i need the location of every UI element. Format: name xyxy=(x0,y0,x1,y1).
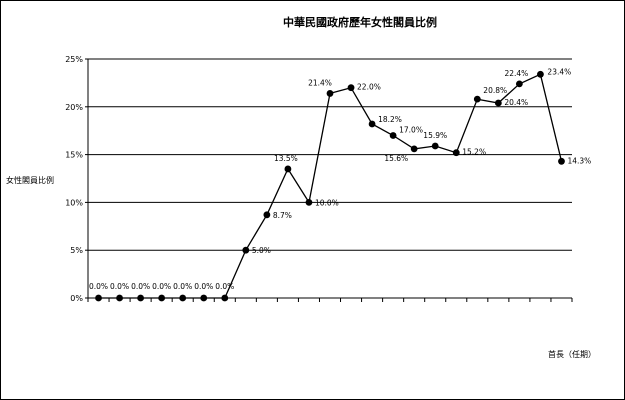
data-point xyxy=(242,246,250,254)
data-point xyxy=(368,120,376,128)
data-label: 0.0% xyxy=(215,282,234,291)
data-point xyxy=(515,80,523,88)
data-point xyxy=(558,157,565,165)
gridlines xyxy=(88,58,572,251)
data-point xyxy=(95,294,102,302)
y-tick-label: 25% xyxy=(65,55,83,64)
data-point xyxy=(179,294,187,302)
x-axis-label: 首長（任期） xyxy=(548,349,596,359)
chart-title: 中華民國政府歷年女性閣員比例 xyxy=(283,15,437,29)
data-label: 0.0% xyxy=(194,282,213,291)
data-label: 15.9% xyxy=(423,131,447,140)
data-point xyxy=(200,294,208,302)
data-point xyxy=(347,84,355,92)
data-label: 15.2% xyxy=(462,148,486,157)
data-point xyxy=(137,294,145,302)
y-tick-label: 10% xyxy=(65,198,83,207)
data-label: 23.4% xyxy=(547,67,571,76)
y-axis-label: 女性閣員比例 xyxy=(6,175,54,185)
data-label: 0.0% xyxy=(89,282,108,291)
data-point xyxy=(537,70,544,78)
data-label: 5.0% xyxy=(252,246,271,255)
data-label: 0.0% xyxy=(131,282,150,291)
data-points xyxy=(95,70,565,302)
data-point xyxy=(389,132,397,139)
data-point xyxy=(410,145,418,153)
data-label: 15.6% xyxy=(384,154,408,163)
data-label: 20.8% xyxy=(483,86,507,95)
data-label: 13.5% xyxy=(274,154,298,163)
data-label: 0.0% xyxy=(110,282,129,291)
data-label: 18.2% xyxy=(378,115,402,124)
data-label: 0.0% xyxy=(173,282,192,291)
data-point xyxy=(116,294,123,302)
data-point xyxy=(221,294,229,302)
data-labels: 0.0% 0.0% 0.0% 0.0% 0.0% 0.0% 0.0%5.0%8.7%13.5… xyxy=(89,67,591,291)
data-point xyxy=(284,165,292,173)
y-tick-label: 15% xyxy=(65,151,83,160)
data-label: 17.0% xyxy=(399,125,423,134)
data-label: 0.0% xyxy=(152,282,171,291)
x-tick-marks xyxy=(87,298,573,302)
data-label: 10.0% xyxy=(315,198,339,207)
data-point xyxy=(473,95,481,103)
data-point xyxy=(494,99,502,107)
data-label: 14.3% xyxy=(567,156,591,165)
y-tick-label: 20% xyxy=(65,103,83,112)
data-point xyxy=(326,90,334,97)
data-point xyxy=(305,199,313,206)
y-tick-labels: 0% 5% 10% 15% 20% 25% xyxy=(65,55,83,303)
data-label: 22.0% xyxy=(357,83,381,92)
data-label: 21.4% xyxy=(308,78,332,87)
data-point xyxy=(158,294,166,302)
data-point xyxy=(452,149,460,157)
data-point xyxy=(263,211,271,219)
y-tick-label: 0% xyxy=(70,294,83,303)
y-tick-label: 5% xyxy=(70,246,83,255)
data-label: 8.7% xyxy=(273,211,292,220)
data-label: 22.4% xyxy=(504,69,528,78)
data-point xyxy=(431,142,439,150)
data-label: 20.4% xyxy=(504,98,528,107)
series-line xyxy=(98,73,563,299)
